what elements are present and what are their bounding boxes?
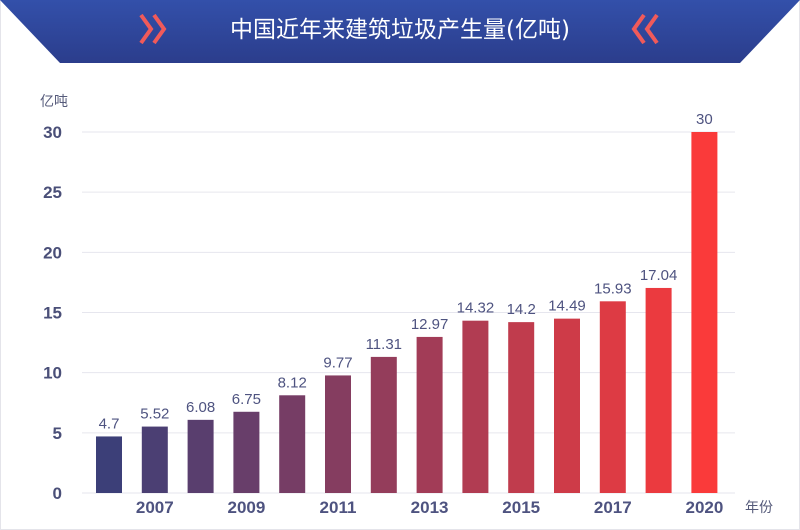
title-banner — [0, 0, 800, 63]
bar-2015 — [508, 322, 535, 493]
x-tick-label: 2011 — [320, 498, 357, 517]
bar-2016 — [554, 318, 580, 493]
x-tick-label: 2013 — [411, 498, 449, 517]
data-label: 14.32 — [457, 300, 495, 317]
chevron-right-icon — [139, 13, 167, 45]
bar-2010 — [279, 395, 306, 493]
data-label: 15.93 — [594, 280, 632, 297]
bar-2009 — [233, 411, 260, 493]
data-label: 6.08 — [186, 399, 215, 416]
data-label: 11.31 — [366, 336, 402, 353]
x-tick-label: 2020 — [685, 498, 723, 517]
bar-2007 — [141, 426, 168, 493]
y-tick-label: 25 — [43, 183, 62, 202]
y-tick-label: 0 — [53, 484, 62, 503]
bar-2020 — [691, 132, 718, 493]
bar-2008 — [187, 419, 214, 493]
chart-title: 中国近年来建筑垃圾产生量(亿吨) — [230, 17, 570, 43]
data-label: 5.52 — [140, 406, 169, 423]
chevron-left-icon — [631, 13, 659, 45]
y-tick-label: 10 — [43, 364, 62, 383]
data-label: 30 — [696, 111, 713, 128]
x-tick-label: 2015 — [502, 498, 540, 517]
bar-2006 — [96, 436, 122, 493]
bar-2013 — [416, 336, 443, 493]
data-label: 4.7 — [99, 415, 120, 432]
x-tick-label: 2009 — [227, 498, 265, 517]
bar-2018 — [645, 287, 672, 493]
x-tick-label: 2017 — [594, 498, 632, 517]
x-tick-label: 2007 — [136, 498, 174, 517]
data-label: 6.75 — [232, 391, 261, 408]
data-label: 14.2 — [507, 301, 536, 318]
y-tick-label: 20 — [43, 243, 62, 262]
bar-2014 — [462, 320, 489, 493]
data-label: 9.77 — [323, 354, 352, 371]
data-label: 17.04 — [640, 267, 678, 284]
y-tick-label: 5 — [53, 424, 62, 443]
x-axis-unit: 年份 — [745, 500, 773, 516]
bar-2017 — [599, 301, 626, 493]
y-axis-unit: 亿吨 — [40, 94, 68, 110]
y-tick-label: 15 — [43, 304, 62, 323]
bar-2011 — [325, 375, 351, 493]
bar-2012 — [370, 356, 397, 493]
data-label: 8.12 — [278, 374, 307, 391]
data-label: 12.97 — [411, 316, 449, 333]
data-label: 14.49 — [548, 298, 586, 315]
y-tick-label: 30 — [43, 123, 62, 142]
